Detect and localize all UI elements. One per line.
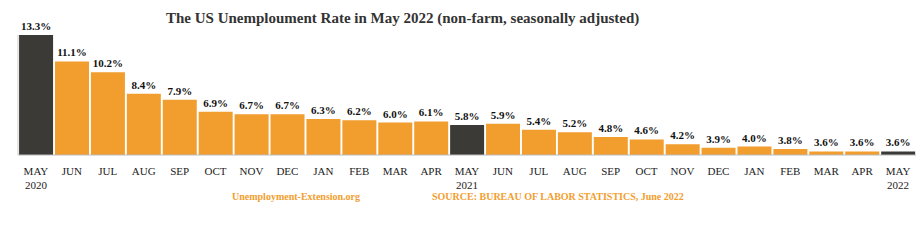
svg-text:7.9%: 7.9% bbox=[167, 85, 192, 97]
svg-text:4.0%: 4.0% bbox=[742, 132, 767, 144]
svg-text:FEB: FEB bbox=[780, 165, 800, 177]
svg-text:6.7%: 6.7% bbox=[275, 99, 300, 111]
svg-text:MAY2020: MAY2020 bbox=[24, 165, 49, 191]
svg-text:3.6%: 3.6% bbox=[814, 136, 839, 148]
svg-text:JUL: JUL bbox=[529, 165, 548, 177]
svg-text:13.3%: 13.3% bbox=[21, 20, 51, 32]
html-text:Unemployment-Extension.org: Unemployment-Extension.org bbox=[232, 191, 361, 202]
svg-text:JAN: JAN bbox=[313, 165, 333, 177]
svg-text:JUL: JUL bbox=[98, 165, 117, 177]
svg-text:3.6%: 3.6% bbox=[886, 136, 911, 148]
svg-text:SEP: SEP bbox=[601, 165, 620, 177]
svg-text:6.2%: 6.2% bbox=[347, 105, 372, 117]
svg-text:MAY2022: MAY2022 bbox=[886, 165, 911, 191]
svg-text:3.6%: 3.6% bbox=[850, 136, 875, 148]
svg-text:4.2%: 4.2% bbox=[670, 129, 695, 141]
svg-text:10.2%: 10.2% bbox=[93, 57, 123, 69]
svg-text:MAR: MAR bbox=[383, 165, 409, 177]
svg-text:JUN: JUN bbox=[62, 165, 82, 177]
svg-text:4.6%: 4.6% bbox=[634, 124, 659, 136]
svg-text:5.9%: 5.9% bbox=[491, 109, 516, 121]
svg-text:5.2%: 5.2% bbox=[563, 117, 588, 129]
svg-text:NOV: NOV bbox=[240, 165, 264, 177]
svg-text:6.9%: 6.9% bbox=[203, 97, 228, 109]
svg-text:3.9%: 3.9% bbox=[706, 133, 731, 145]
svg-text:DEC: DEC bbox=[707, 165, 729, 177]
svg-text:AUG: AUG bbox=[563, 165, 587, 177]
svg-text:NOV: NOV bbox=[671, 165, 695, 177]
svg-text:8.4%: 8.4% bbox=[131, 79, 156, 91]
svg-text:3.8%: 3.8% bbox=[778, 134, 803, 146]
svg-text:MAY2021: MAY2021 bbox=[455, 165, 480, 191]
svg-text:4.8%: 4.8% bbox=[598, 122, 623, 134]
svg-text:APR: APR bbox=[420, 165, 442, 177]
svg-text:5.8%: 5.8% bbox=[455, 110, 480, 122]
svg-text:JAN: JAN bbox=[744, 165, 764, 177]
svg-text:DEC: DEC bbox=[276, 165, 298, 177]
svg-text:OCT: OCT bbox=[636, 165, 658, 177]
svg-text:6.1%: 6.1% bbox=[419, 106, 444, 118]
svg-text:AUG: AUG bbox=[132, 165, 156, 177]
svg-text:6.3%: 6.3% bbox=[311, 104, 336, 116]
svg-text:5.4%: 5.4% bbox=[527, 115, 552, 127]
svg-text:SEP: SEP bbox=[170, 165, 189, 177]
svg-text:JUN: JUN bbox=[493, 165, 513, 177]
svg-text:11.1%: 11.1% bbox=[57, 46, 87, 58]
svg-text:FEB: FEB bbox=[349, 165, 369, 177]
svg-text:OCT: OCT bbox=[205, 165, 227, 177]
html-text:The US Unemploument Rate in Ma: The US Unemploument Rate in May 2022 (no… bbox=[166, 10, 640, 26]
svg-text:6.7%: 6.7% bbox=[239, 99, 264, 111]
svg-text:MAR: MAR bbox=[814, 165, 840, 177]
html-text:SOURCE: BUREAU OF LABOR STATIS: SOURCE: BUREAU OF LABOR STATISTICS, June… bbox=[432, 191, 684, 202]
svg-text:6.0%: 6.0% bbox=[383, 108, 408, 120]
svg-text:APR: APR bbox=[851, 165, 873, 177]
